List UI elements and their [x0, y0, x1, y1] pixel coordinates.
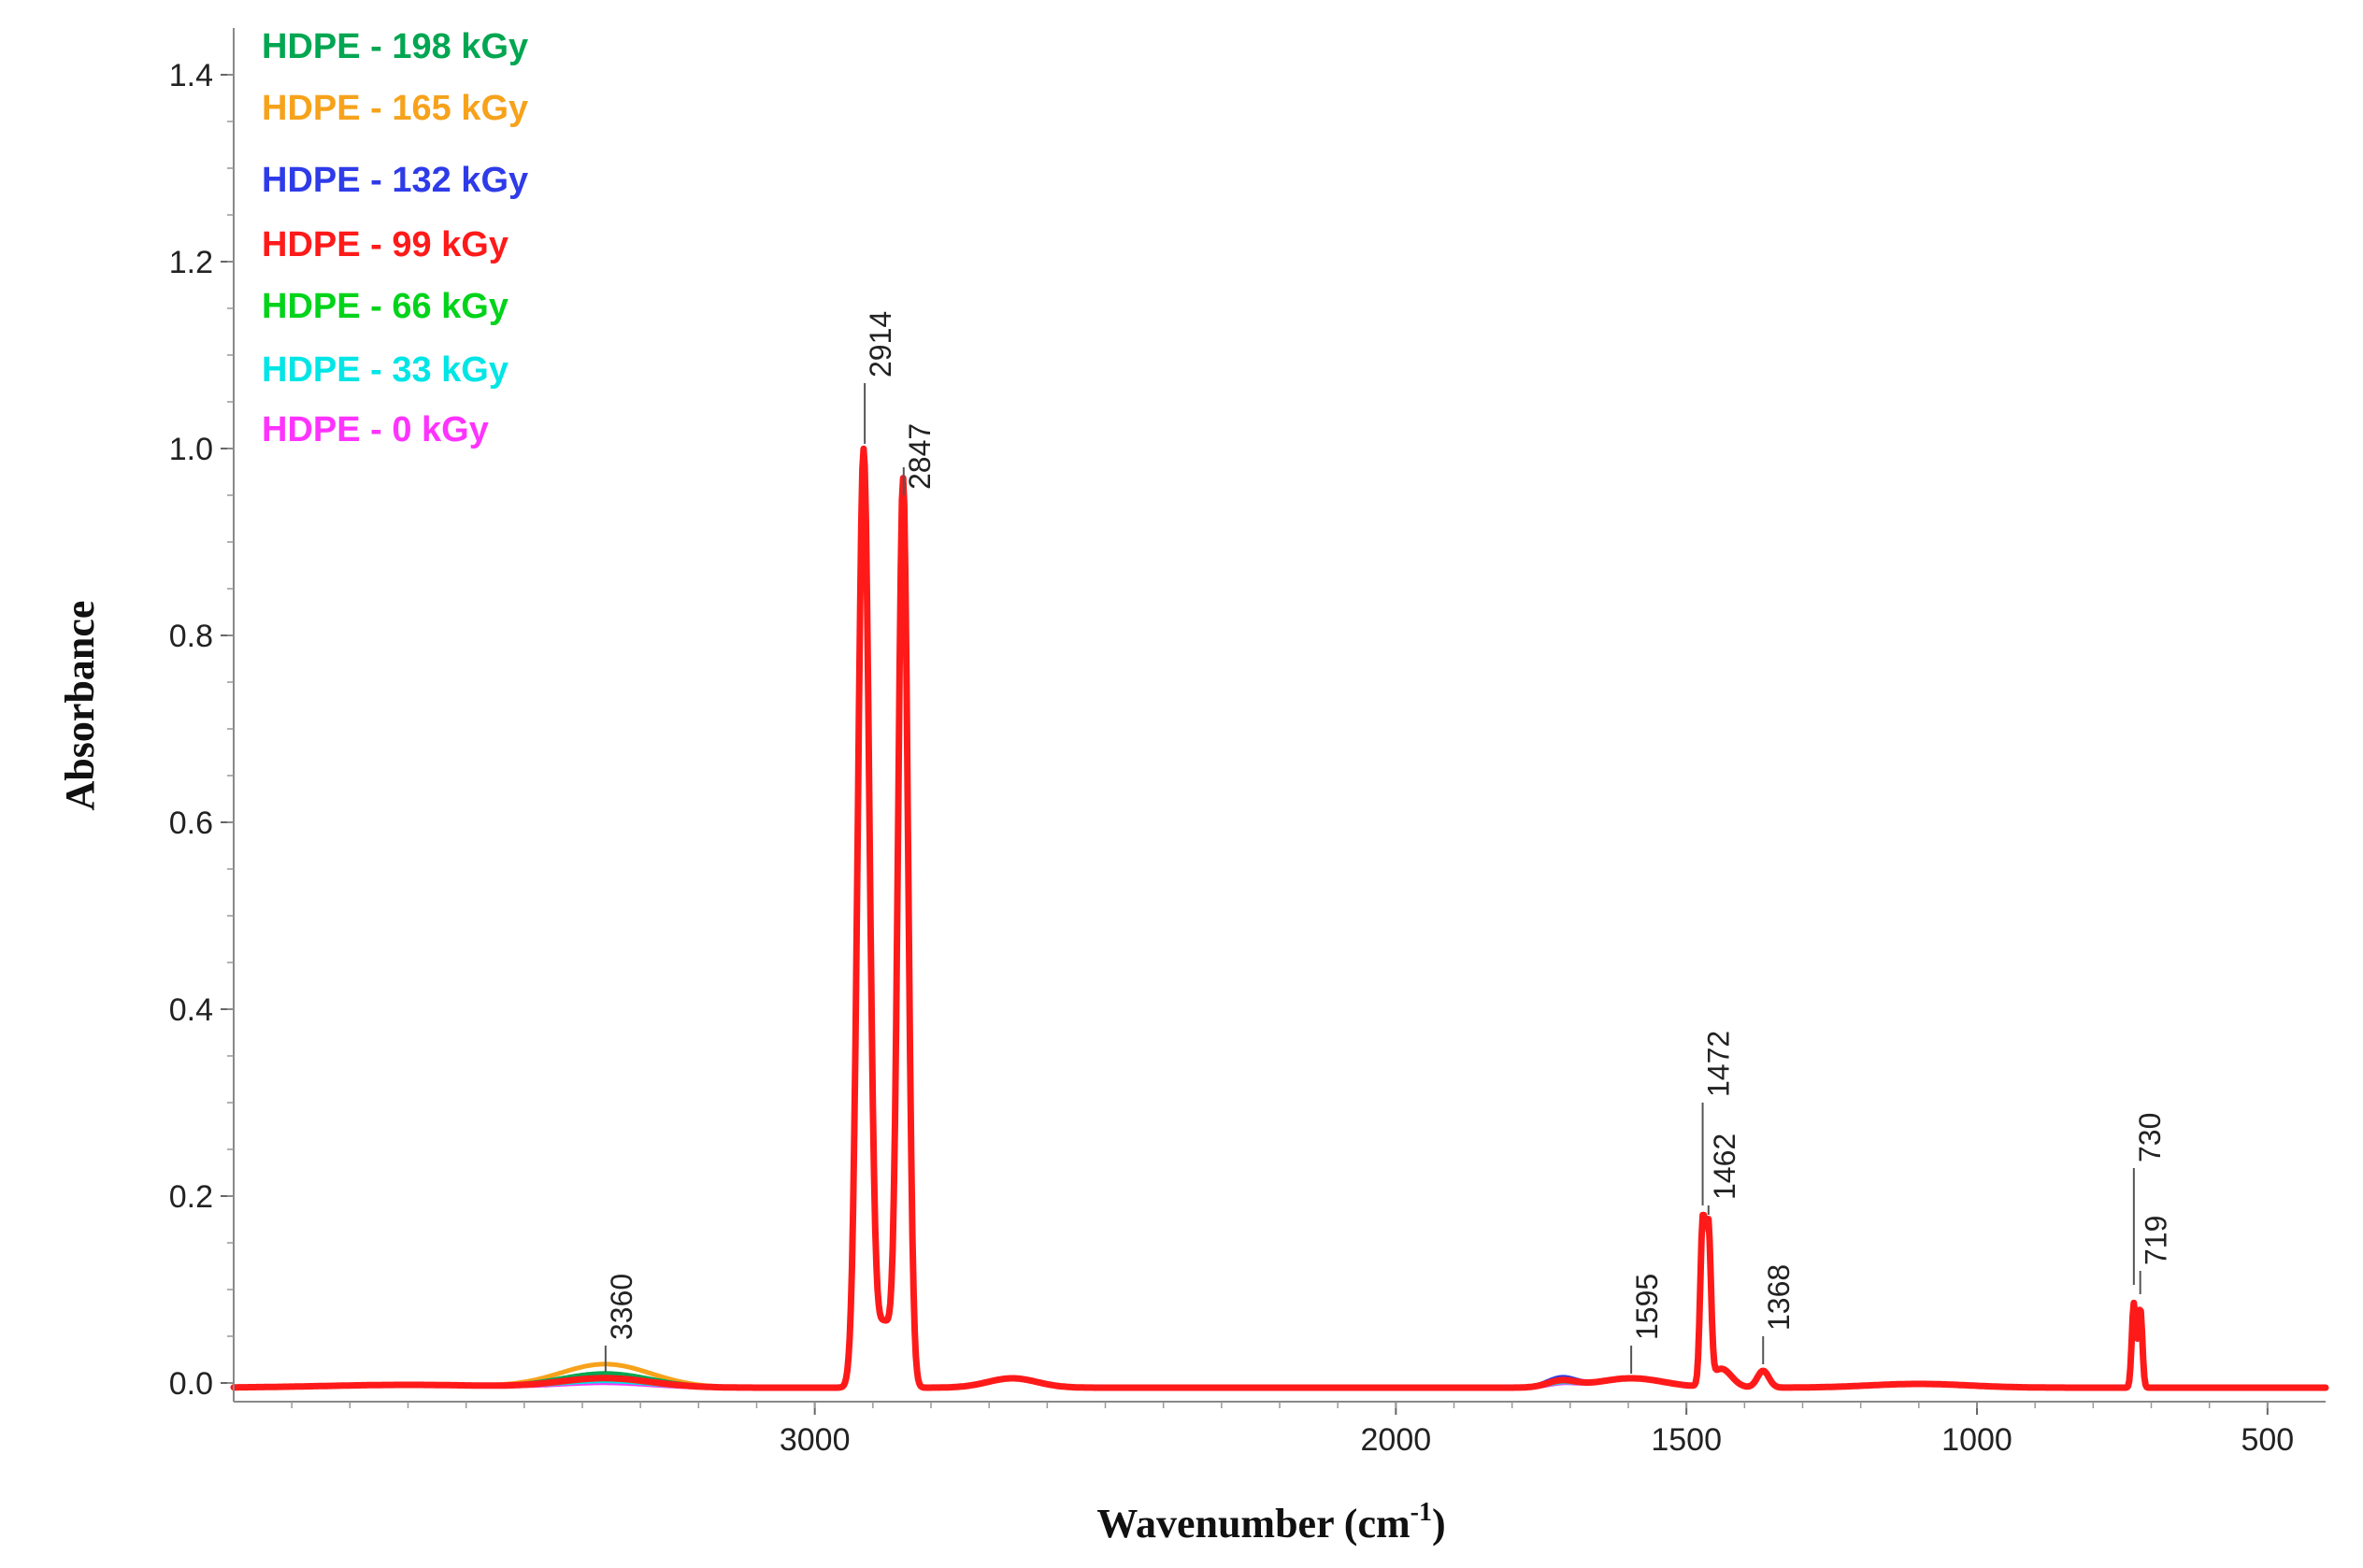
peak-label: 3360	[605, 1274, 638, 1340]
peak-label: 2847	[903, 423, 937, 490]
x-axis-title-main: Wavenumber (cm	[1096, 1501, 1410, 1547]
y-tick-label: 0.0	[169, 1366, 213, 1402]
series-line	[231, 455, 2328, 1390]
y-tick-label: 1.4	[169, 58, 213, 93]
y-tick-label: 0.2	[169, 1179, 213, 1215]
axes	[233, 28, 2326, 1403]
x-axis-title-superscript: -1	[1411, 1498, 1432, 1527]
x-axis-title-close: )	[1432, 1501, 1446, 1547]
peak-label: 1595	[1630, 1274, 1664, 1340]
peak-label: 1462	[1708, 1133, 1741, 1200]
series-line	[231, 464, 2328, 1390]
peak-label: 1368	[1762, 1264, 1796, 1331]
series-line	[231, 455, 2328, 1390]
legend-entry: HDPE - 198 kGy	[262, 27, 528, 66]
legend-entry: HDPE - 33 kGy	[262, 350, 508, 390]
y-tick-label: 0.8	[169, 619, 213, 654]
series-line	[230, 445, 2329, 1391]
series-line	[231, 446, 2328, 1390]
y-tick-label: 0.4	[169, 992, 213, 1028]
legend-entry: HDPE - 132 kGy	[262, 161, 528, 200]
legend: HDPE - 198 kGy HDPE - 165 kGy HDPE - 132 k…	[262, 27, 528, 449]
x-axis-ticks: 3000 2000 1500 1000 500	[291, 1402, 2294, 1458]
peak-label: 719	[2140, 1216, 2173, 1265]
y-axis-ticks: 0.0 0.2 0.4 0.6 0.8 1.0 1.2 1.4	[169, 58, 234, 1402]
peak-label: 2914	[864, 311, 897, 378]
x-tick-label: 3000	[780, 1422, 851, 1458]
legend-entry: HDPE - 165 kGy	[262, 89, 528, 128]
series-line	[231, 455, 2328, 1390]
legend-entry: HDPE - 0 kGy	[262, 410, 489, 449]
y-tick-label: 0.6	[169, 805, 213, 841]
x-tick-label: 1500	[1651, 1422, 1722, 1458]
x-axis-title: Wavenumber (cm-1)	[1096, 1498, 1445, 1547]
peak-annotations: 2914 2847 1472 1462 1368 1595 730 719 3360	[604, 311, 2173, 1374]
x-tick-label: 1000	[1941, 1422, 2012, 1458]
y-axis-title: Absorbance	[57, 601, 103, 811]
y-tick-label: 1.2	[169, 245, 213, 280]
x-tick-label: 500	[2241, 1422, 2294, 1458]
peak-label: 730	[2133, 1113, 2167, 1162]
x-tick-label: 2000	[1361, 1422, 1432, 1458]
legend-entry: HDPE - 66 kGy	[262, 287, 508, 326]
series-group	[230, 445, 2329, 1391]
legend-entry: HDPE - 99 kGy	[262, 225, 508, 264]
peak-label: 1472	[1702, 1031, 1736, 1097]
y-tick-label: 1.0	[169, 432, 213, 467]
series-line	[231, 464, 2328, 1390]
